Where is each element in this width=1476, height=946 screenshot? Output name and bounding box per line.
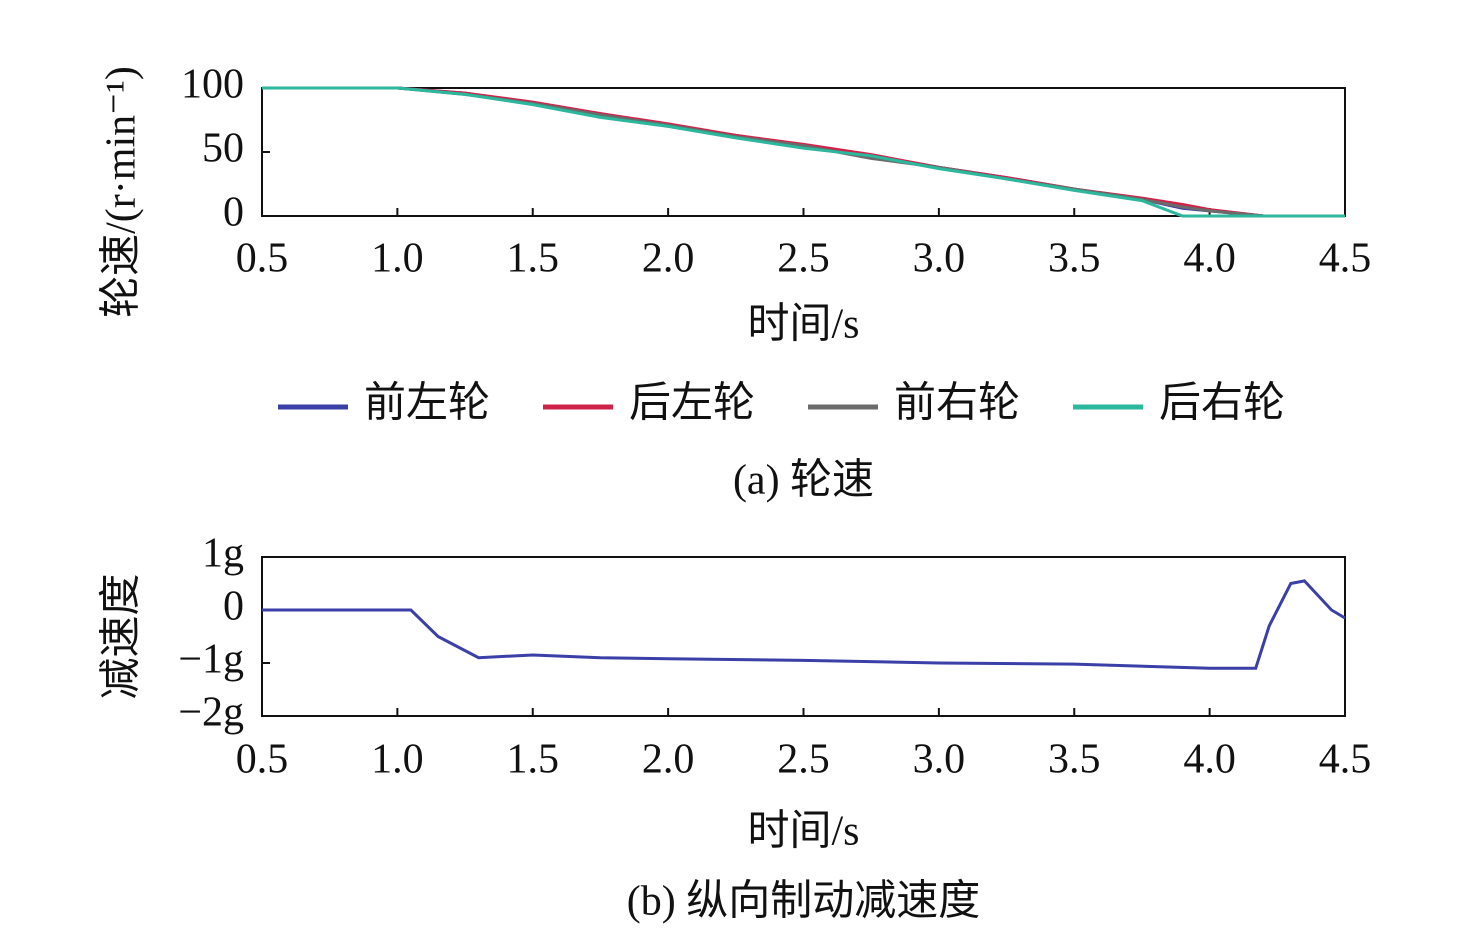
y-axis-label: 减速度: [99, 573, 145, 699]
y-tick-label: 100: [181, 62, 244, 108]
series-line: [262, 86, 1345, 218]
x-tick-label: 3.5: [1048, 737, 1101, 783]
plot-frame: [261, 87, 1346, 217]
x-tick-label: 4.0: [1183, 737, 1236, 783]
series-line: [262, 86, 1345, 218]
y-tick-label: 0: [223, 584, 244, 630]
y-tick-label: −1g: [178, 637, 244, 683]
legend-label: 前左轮: [364, 381, 490, 427]
y-tick-label: 1g: [202, 531, 244, 577]
legend-label: 后左轮: [629, 381, 755, 427]
legend-label: 前右轮: [894, 381, 1020, 427]
x-tick-label: 2.5: [777, 737, 830, 783]
x-tick-label: 3.0: [913, 737, 966, 783]
caption: (b) 纵向制动减速度: [627, 879, 980, 925]
y-tick-label: 0: [223, 190, 244, 236]
x-tick-label: 1.5: [507, 236, 560, 282]
x-tick-label: 4.5: [1319, 737, 1372, 783]
plot-frame: [261, 556, 1346, 717]
x-tick-label: 4.5: [1319, 236, 1372, 282]
x-tick-label: 2.0: [642, 737, 695, 783]
x-tick-label: 2.5: [777, 236, 830, 282]
x-tick-label: 3.0: [913, 236, 966, 282]
x-tick-label: 1.0: [371, 737, 424, 783]
y-axis-label: 轮速/(r·min⁻¹): [99, 66, 145, 318]
y-tick-label: −2g: [178, 690, 244, 736]
legend-label: 后右轮: [1159, 381, 1285, 427]
series-line: [262, 579, 1346, 670]
series-line: [262, 86, 1345, 218]
x-axis-label: 时间/s: [747, 809, 859, 855]
x-tick-label: 4.0: [1183, 236, 1236, 282]
x-tick-label: 2.0: [642, 236, 695, 282]
x-axis-label: 时间/s: [747, 302, 859, 348]
caption: (a) 轮速: [733, 458, 874, 504]
x-tick-label: 0.5: [236, 236, 289, 282]
x-tick-label: 1.0: [371, 236, 424, 282]
x-tick-label: 0.5: [236, 737, 289, 783]
x-tick-label: 1.5: [507, 737, 560, 783]
series-line: [262, 86, 1345, 218]
y-tick-label: 50: [202, 126, 244, 172]
x-tick-label: 3.5: [1048, 236, 1101, 282]
